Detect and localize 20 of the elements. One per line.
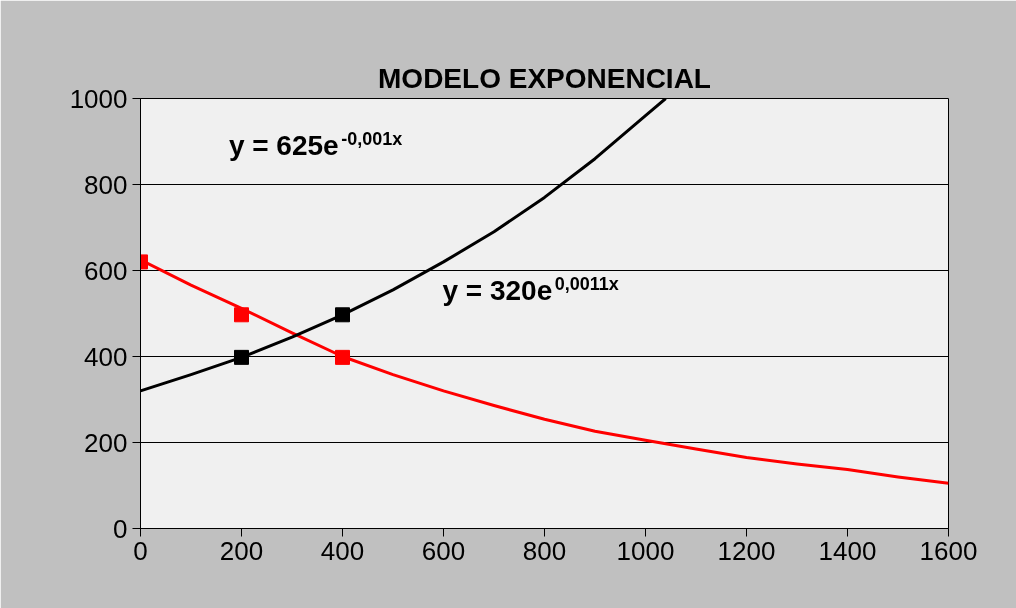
x-tick-label: 1400 xyxy=(818,535,877,566)
x-tick-label: 400 xyxy=(320,535,365,566)
point xyxy=(234,349,249,365)
x-tick-label: 1200 xyxy=(717,535,776,566)
y-tick-label: 800 xyxy=(84,169,128,200)
x-tick-label: 600 xyxy=(421,535,466,566)
x-tick-label: 1000 xyxy=(616,535,675,566)
point xyxy=(234,307,249,323)
x-tick-label: 800 xyxy=(522,535,567,566)
point xyxy=(335,307,350,323)
x-tick-label: 0 xyxy=(133,535,148,566)
x-tick-label: 200 xyxy=(219,535,264,566)
x-tick-label: 1600 xyxy=(919,535,978,566)
chart-title: MODELO EXPONENCIAL xyxy=(378,62,711,94)
y-tick-label: 400 xyxy=(84,341,128,372)
y-tick-label: 600 xyxy=(84,255,128,286)
y-tick-label: 0 xyxy=(113,513,128,544)
y-tick-label: 200 xyxy=(84,427,128,458)
y-tick-label: 1000 xyxy=(69,83,128,114)
point xyxy=(335,349,350,365)
